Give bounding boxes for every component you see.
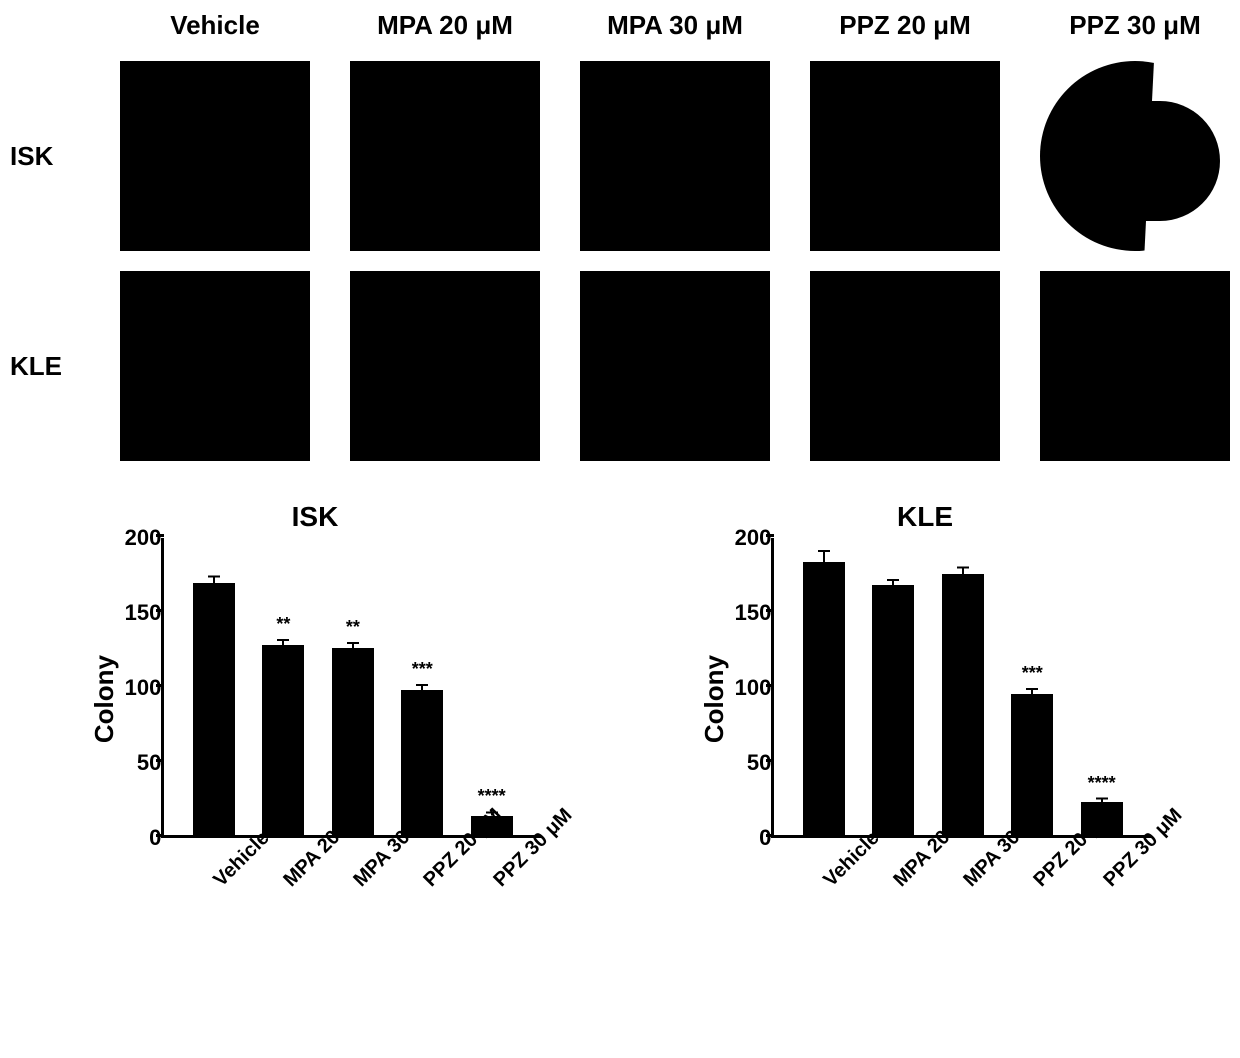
bar-group [872, 585, 914, 836]
error-bar [352, 642, 354, 648]
row-label-kle: KLE [10, 351, 80, 382]
tick-mark [766, 684, 774, 687]
charts-container: ISK Colony 200150100500 *********** Vehi… [10, 501, 1230, 861]
error-bar [1101, 798, 1103, 803]
bar [803, 562, 845, 835]
tick-mark [766, 834, 774, 837]
significance-label: **** [1088, 773, 1116, 794]
significance-label: *** [412, 659, 433, 680]
well-isk-ppz20 [810, 61, 1000, 251]
image-row-kle: KLE [10, 271, 1230, 461]
tick-mark [156, 684, 164, 687]
x-label: MPA 20 μM [273, 853, 319, 899]
chart-kle-ylabel: Colony [699, 655, 730, 743]
well-kle-ppz30 [1040, 271, 1230, 461]
error-bar [282, 639, 284, 645]
well-isk-vehicle [120, 61, 310, 251]
error-bar [892, 579, 894, 585]
chart-kle-xlabels: VehicleMPA 20 μMMPA 30 μMPPZ 20 μMPPZ 30… [771, 838, 1151, 861]
bar: ** [262, 645, 304, 836]
chart-kle-plot: ******* [771, 538, 1151, 838]
figure-container: Vehicle MPA 20 μM MPA 30 μM PPZ 20 μM PP… [10, 10, 1230, 861]
col-header-vehicle: Vehicle [120, 10, 310, 41]
tick-mark [156, 759, 164, 762]
significance-label: *** [1022, 663, 1043, 684]
chart-isk-area: Colony 200150100500 *********** VehicleM… [89, 538, 542, 861]
bar [872, 585, 914, 836]
x-label: Vehicle [813, 853, 859, 899]
error-bar [962, 567, 964, 575]
x-label: MPA 30 μM [343, 853, 389, 899]
col-header-mpa20: MPA 20 μM [350, 10, 540, 41]
significance-label: ** [276, 614, 290, 635]
x-label: PPZ 20 μM [413, 853, 459, 899]
chart-kle-area: Colony 200150100500 ******* VehicleMPA 2… [699, 538, 1152, 861]
tick-mark [156, 534, 164, 537]
well-isk-ppz30 [1040, 61, 1230, 251]
chart-isk-xlabels: VehicleMPA 20 μMMPA 30 μMPPZ 20 μMPPZ 30… [161, 838, 541, 861]
well-isk-mpa20 [350, 61, 540, 251]
x-label: PPZ 20 μM [1023, 853, 1069, 899]
tick-mark [766, 534, 774, 537]
bar-group: ** [262, 645, 304, 836]
col-header-mpa30: MPA 30 μM [580, 10, 770, 41]
well-isk-mpa30 [580, 61, 770, 251]
x-label: MPA 30 μM [953, 853, 999, 899]
tick-mark [156, 834, 164, 837]
col-header-ppz30: PPZ 30 μM [1040, 10, 1230, 41]
error-bar [1031, 688, 1033, 694]
well-kle-mpa30 [580, 271, 770, 461]
x-label: MPA 20 μM [883, 853, 929, 899]
error-bar [213, 576, 215, 584]
image-panel: Vehicle MPA 20 μM MPA 30 μM PPZ 20 μM PP… [10, 10, 1230, 461]
well-kle-vehicle [120, 271, 310, 461]
bar-group [193, 583, 235, 835]
bar-group [803, 562, 845, 835]
row-label-isk: ISK [10, 141, 80, 172]
x-label: PPZ 30 μM [1093, 853, 1139, 899]
bar-group [942, 574, 984, 835]
bar [942, 574, 984, 835]
chart-kle-yaxis: 200150100500 [735, 538, 772, 838]
error-bar [421, 684, 423, 690]
significance-label: ** [346, 617, 360, 638]
chart-kle-title: KLE [897, 501, 953, 533]
x-label: PPZ 30 μM [483, 853, 529, 899]
tick-mark [156, 609, 164, 612]
chart-kle: KLE Colony 200150100500 ******* VehicleM… [699, 501, 1152, 861]
tick-mark [766, 609, 774, 612]
chart-isk-ylabel: Colony [89, 655, 120, 743]
chart-isk-title: ISK [292, 501, 339, 533]
error-bar [823, 550, 825, 562]
tick-mark [766, 759, 774, 762]
col-header-ppz20: PPZ 20 μM [810, 10, 1000, 41]
bar [193, 583, 235, 835]
well-kle-mpa20 [350, 271, 540, 461]
chart-isk: ISK Colony 200150100500 *********** Vehi… [89, 501, 542, 861]
well-kle-ppz20 [810, 271, 1000, 461]
x-label: Vehicle [203, 853, 249, 899]
column-headers: Vehicle MPA 20 μM MPA 30 μM PPZ 20 μM PP… [120, 10, 1230, 41]
chart-isk-yaxis: 200150100500 [125, 538, 162, 838]
chart-isk-plot: *********** [161, 538, 541, 838]
image-row-isk: ISK [10, 61, 1230, 251]
